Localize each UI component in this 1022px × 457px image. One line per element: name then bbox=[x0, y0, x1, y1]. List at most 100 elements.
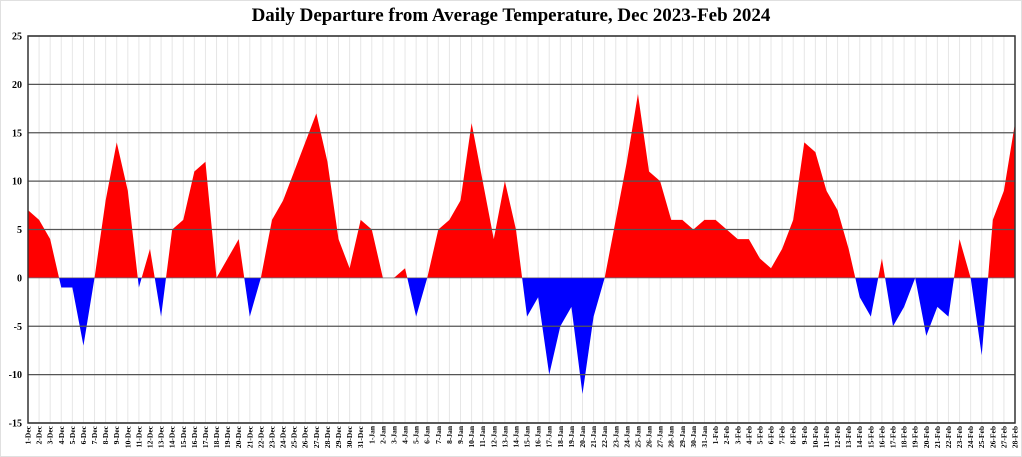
x-tick-label: 4-Feb bbox=[744, 426, 753, 444]
x-tick-label: 3-Feb bbox=[733, 426, 742, 444]
data-point bbox=[892, 325, 895, 328]
data-point bbox=[448, 218, 451, 221]
x-tick-label: 6-Dec bbox=[79, 425, 88, 444]
x-tick-label: 8-Jan bbox=[445, 425, 454, 444]
data-point bbox=[470, 122, 473, 125]
data-point bbox=[326, 160, 329, 163]
x-tick-label: 19-Dec bbox=[223, 425, 232, 448]
x-tick-label: 17-Jan bbox=[545, 425, 554, 447]
data-point bbox=[392, 276, 395, 279]
x-tick-label: 27-Dec bbox=[312, 425, 321, 448]
x-tick-label: 4-Jan bbox=[401, 425, 410, 444]
y-tick-label: 15 bbox=[12, 128, 22, 139]
x-tick-label: 22-Jan bbox=[600, 425, 609, 447]
x-tick-label: 30-Jan bbox=[689, 425, 698, 447]
data-point bbox=[82, 344, 85, 347]
data-point bbox=[404, 267, 407, 270]
data-point bbox=[847, 247, 850, 250]
x-tick-label: 3-Dec bbox=[46, 425, 55, 444]
x-tick-label: 2-Feb bbox=[722, 426, 731, 444]
data-point bbox=[770, 267, 773, 270]
y-tick-label: -10 bbox=[9, 370, 22, 381]
data-point bbox=[836, 209, 839, 212]
data-point bbox=[204, 160, 207, 163]
data-point bbox=[648, 170, 651, 173]
data-point bbox=[1002, 189, 1005, 192]
data-point bbox=[659, 180, 662, 183]
x-tick-label: 29-Dec bbox=[334, 425, 343, 448]
data-point bbox=[736, 238, 739, 241]
x-tick-label: 18-Feb bbox=[900, 426, 909, 448]
data-point bbox=[537, 296, 540, 299]
data-point bbox=[670, 218, 673, 221]
data-point bbox=[792, 218, 795, 221]
plot-frame bbox=[27, 35, 1016, 424]
data-point bbox=[315, 112, 318, 115]
data-point bbox=[492, 238, 495, 241]
data-point bbox=[548, 373, 551, 376]
data-point bbox=[980, 354, 983, 357]
data-point bbox=[182, 218, 185, 221]
x-tick-label: 14-Feb bbox=[855, 426, 864, 448]
data-point bbox=[148, 247, 151, 250]
x-tick-label: 12-Dec bbox=[145, 425, 154, 448]
x-tick-label: 26-Feb bbox=[988, 426, 997, 448]
x-tick-label: 13-Dec bbox=[157, 425, 166, 448]
x-tick-label: 9-Jan bbox=[456, 425, 465, 444]
data-point bbox=[636, 93, 639, 96]
x-tick-label: 21-Feb bbox=[933, 426, 942, 448]
data-point bbox=[137, 286, 140, 289]
x-tick-label: 6-Feb bbox=[767, 426, 776, 444]
x-tick-label: 29-Jan bbox=[678, 425, 687, 447]
data-point bbox=[304, 141, 307, 144]
x-tick-label: 13-Feb bbox=[844, 426, 853, 448]
x-tick-label: 13-Jan bbox=[500, 425, 509, 447]
x-tick-label: 7-Dec bbox=[90, 425, 99, 444]
data-point bbox=[781, 247, 784, 250]
x-tick-label: 23-Dec bbox=[267, 425, 276, 448]
data-point bbox=[592, 315, 595, 318]
x-tick-label: 19-Jan bbox=[567, 425, 576, 447]
data-point bbox=[858, 296, 861, 299]
x-tick-label: 22-Feb bbox=[944, 426, 953, 448]
data-point bbox=[171, 228, 174, 231]
data-point bbox=[969, 276, 972, 279]
data-point bbox=[348, 267, 351, 270]
x-tick-label: 15-Dec bbox=[179, 425, 188, 448]
data-point bbox=[248, 315, 251, 318]
data-point bbox=[259, 276, 262, 279]
data-point bbox=[581, 392, 584, 395]
data-point bbox=[869, 315, 872, 318]
x-tick-label: 9-Feb bbox=[800, 426, 809, 444]
x-tick-label: 20-Dec bbox=[234, 425, 243, 448]
x-tick-label: 17-Feb bbox=[889, 426, 898, 448]
data-point bbox=[747, 238, 750, 241]
x-tick-label: 7-Jan bbox=[434, 425, 443, 444]
data-point bbox=[426, 276, 429, 279]
data-point bbox=[71, 286, 74, 289]
x-tick-label: 14-Jan bbox=[511, 425, 520, 447]
x-tick-label: 8-Feb bbox=[789, 426, 798, 444]
data-point bbox=[215, 276, 218, 279]
data-point bbox=[415, 315, 418, 318]
x-tick-label: 8-Dec bbox=[101, 425, 110, 444]
x-tick-label: 1-Dec bbox=[24, 425, 33, 444]
x-tick-label: 10-Dec bbox=[123, 425, 132, 448]
x-tick-label: 16-Jan bbox=[534, 425, 543, 447]
x-tick-label: 28-Dec bbox=[323, 425, 332, 448]
x-tick-label: 16-Feb bbox=[877, 426, 886, 448]
x-tick-label: 21-Jan bbox=[589, 425, 598, 447]
y-tick-label: 20 bbox=[12, 80, 22, 91]
data-point bbox=[991, 218, 994, 221]
x-tick-label: 27-Feb bbox=[999, 426, 1008, 448]
data-point bbox=[93, 276, 96, 279]
data-point bbox=[38, 218, 41, 221]
x-tick-label: 6-Jan bbox=[423, 425, 432, 444]
data-point bbox=[49, 238, 52, 241]
chart-title: Daily Departure from Average Temperature… bbox=[251, 5, 771, 26]
x-tick-label: 26-Dec bbox=[301, 425, 310, 448]
y-tick-label: 10 bbox=[12, 177, 22, 188]
x-tick-label: 18-Jan bbox=[556, 425, 565, 447]
data-point bbox=[625, 160, 628, 163]
